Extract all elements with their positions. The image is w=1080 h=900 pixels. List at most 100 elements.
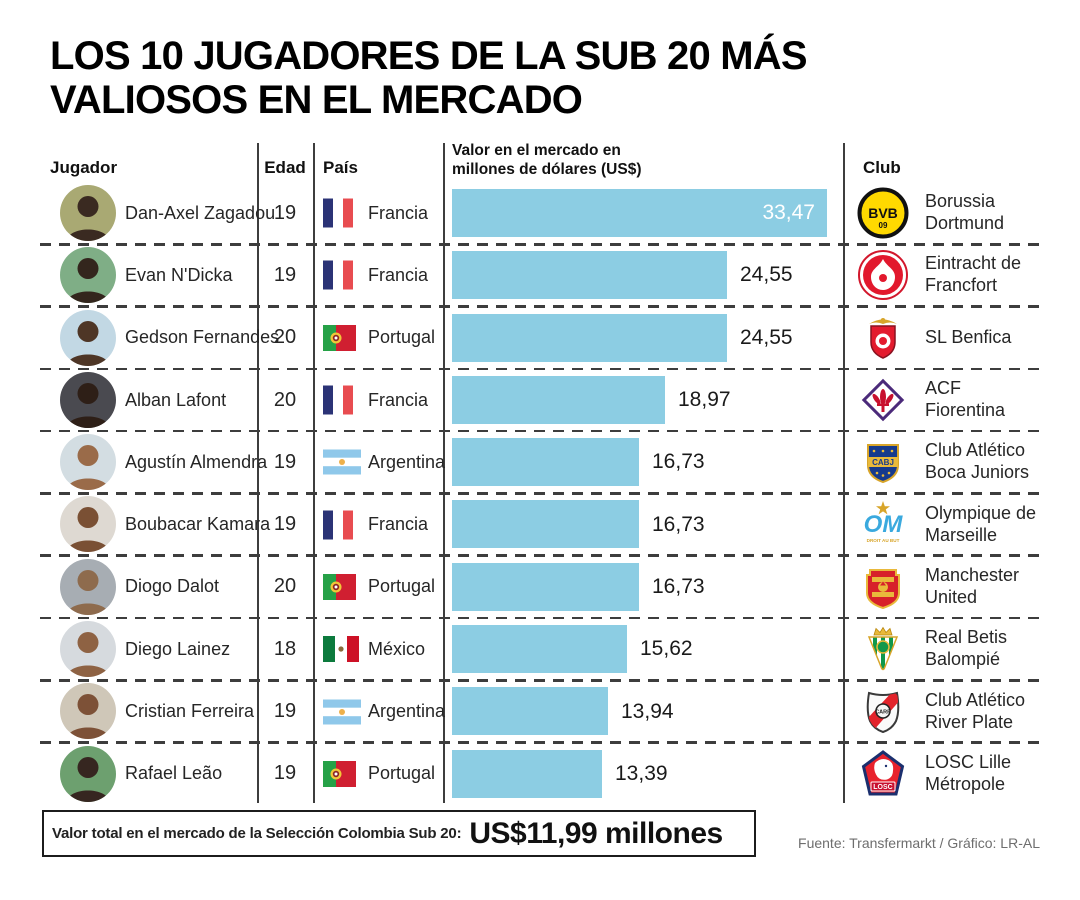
- player-photo: [60, 309, 116, 366]
- source-credit: Fuente: Transfermarkt / Gráfico: LR-AL: [798, 835, 1040, 851]
- manchester-united-logo-icon: [856, 559, 910, 615]
- player-name: Gedson Fernandes: [125, 327, 280, 348]
- club-name: SL Benfica: [925, 326, 1012, 347]
- club-name: Club Atlético Boca Juniors: [925, 440, 1030, 483]
- player-photo: [60, 683, 116, 740]
- player-name: Dan-Axel Zagadou: [125, 202, 276, 223]
- country-flag-icon: [323, 760, 356, 787]
- losc-lille-logo-icon: LOSC: [856, 746, 910, 802]
- country-flag-icon: [323, 324, 356, 351]
- title-line-2: VALIOSOS EN EL MERCADO: [50, 78, 583, 122]
- player-row: Dan-Axel Zagadou 19 Francia 33,47 BVB 09 …: [40, 182, 1040, 246]
- header-valor-line1: Valor en el mercado en: [452, 142, 621, 160]
- header-valor: Valor en el mercado en millones de dólar…: [452, 142, 642, 179]
- player-country: Francia: [368, 202, 429, 223]
- value-label: 15,62: [640, 637, 693, 661]
- title-line-1: LOS 10 JUGADORES DE LA SUB 20 MÁS: [50, 34, 808, 78]
- value-label: 33,47: [762, 201, 815, 225]
- club-name: Olympique de Marseille: [925, 502, 1037, 545]
- player-country: Francia: [368, 389, 429, 410]
- header-jugador: Jugador: [50, 158, 118, 177]
- sl-benfica-logo-icon: [856, 310, 910, 366]
- player-row: Alban Lafont 20 Francia 18,97 ACF Fioren…: [40, 369, 1040, 433]
- player-country: Portugal: [368, 763, 436, 784]
- player-name: Rafael Leão: [125, 763, 223, 784]
- player-age: 20: [273, 388, 297, 411]
- svg-text:OM: OM: [864, 511, 904, 538]
- value-label: 16,73: [652, 512, 705, 536]
- eintracht-francfort-logo-icon: [856, 247, 910, 303]
- country-flag-icon: [323, 699, 361, 725]
- value-bar: [452, 438, 639, 487]
- player-name: Cristian Ferreira: [125, 701, 255, 722]
- player-photo: [60, 621, 116, 678]
- table-rows: Dan-Axel Zagadou 19 Francia 33,47 BVB 09 …: [40, 182, 1040, 805]
- value-label: 13,39: [615, 761, 668, 785]
- acf-fiorentina-logo-icon: [856, 372, 910, 428]
- table-header: Jugador Edad País Valor en el mercado en…: [40, 140, 1040, 182]
- player-age: 19: [273, 263, 297, 286]
- value-label: 24,55: [740, 263, 793, 287]
- player-photo: [60, 247, 116, 304]
- player-country: Francia: [368, 514, 429, 535]
- value-label: 13,94: [621, 699, 674, 723]
- value-label: 16,73: [652, 450, 705, 474]
- value-bar: [452, 687, 608, 736]
- player-photo: [60, 371, 116, 428]
- player-row: Boubacar Kamara 19 Francia 16,73 OM DROIT…: [40, 493, 1040, 558]
- player-age: 19: [273, 201, 297, 224]
- club-name: Real Betis Balompié: [925, 627, 1008, 670]
- player-photo: [60, 558, 116, 615]
- column-divider: [313, 143, 315, 803]
- country-flag-icon: [323, 510, 353, 540]
- value-label: 24,55: [740, 325, 793, 349]
- header-pais: País: [323, 158, 358, 177]
- total-value-label: Valor total en el mercado de la Selecció…: [52, 825, 462, 842]
- player-country: Francia: [368, 264, 429, 285]
- player-age: 19: [273, 450, 297, 473]
- player-country: Portugal: [368, 327, 436, 348]
- player-country: Argentina: [368, 451, 446, 472]
- column-divider: [443, 143, 445, 803]
- player-name: Alban Lafont: [125, 389, 227, 410]
- river-plate-logo-icon: CARP: [856, 683, 910, 739]
- value-bar: [452, 500, 639, 549]
- value-bar: [452, 251, 727, 300]
- value-bar: [452, 562, 639, 611]
- player-country: Argentina: [368, 701, 446, 722]
- value-bar: [452, 189, 827, 237]
- svg-text:CARP: CARP: [875, 710, 891, 716]
- svg-text:09: 09: [879, 221, 888, 230]
- total-value-box: Valor total en el mercado de la Selecció…: [42, 810, 756, 857]
- player-row: Evan N'Dicka 19 Francia 24,55 Eintracht …: [40, 244, 1040, 309]
- country-flag-icon: [323, 636, 359, 663]
- header-valor-line2: millones de dólares (US$): [452, 160, 642, 178]
- player-row: Diogo Dalot 20 Portugal 16,73 Manchester…: [40, 556, 1040, 620]
- value-label: 18,97: [678, 388, 731, 412]
- player-row: Agustín Almendra 19 Argentina 16,73 CABJ…: [40, 431, 1040, 496]
- players-table: Jugador Edad País Valor en el mercado en…: [40, 140, 1040, 805]
- player-country: Portugal: [368, 576, 436, 597]
- player-age: 19: [273, 513, 297, 536]
- value-label: 16,73: [652, 574, 705, 598]
- page-title: LOS 10 JUGADORES DE LA SUB 20 MÁS VALIOS…: [50, 34, 808, 122]
- club-name: Eintracht de Francfort: [925, 253, 1022, 296]
- player-name: Diogo Dalot: [125, 576, 220, 597]
- country-flag-icon: [323, 385, 353, 415]
- country-flag-icon: [323, 198, 353, 228]
- value-bar: [452, 749, 602, 798]
- header-club: Club: [863, 158, 901, 177]
- value-bar: [452, 375, 665, 424]
- svg-text:LOSC: LOSC: [873, 784, 892, 791]
- player-age: 19: [273, 762, 297, 785]
- player-name: Diego Lainez: [125, 638, 231, 659]
- real-betis-logo-icon: [856, 621, 910, 677]
- borussia-dortmund-logo-icon: BVB 09: [856, 185, 910, 241]
- club-name: Club Atlético River Plate: [925, 689, 1026, 732]
- club-name: LOSC Lille Métropole: [925, 751, 1012, 794]
- olympique-marseille-logo-icon: OM DROIT AU BUT: [856, 496, 910, 552]
- player-row: Gedson Fernandes 20 Portugal 24,55 SL Be…: [40, 307, 1040, 371]
- player-country: México: [368, 638, 426, 659]
- column-divider: [843, 143, 845, 803]
